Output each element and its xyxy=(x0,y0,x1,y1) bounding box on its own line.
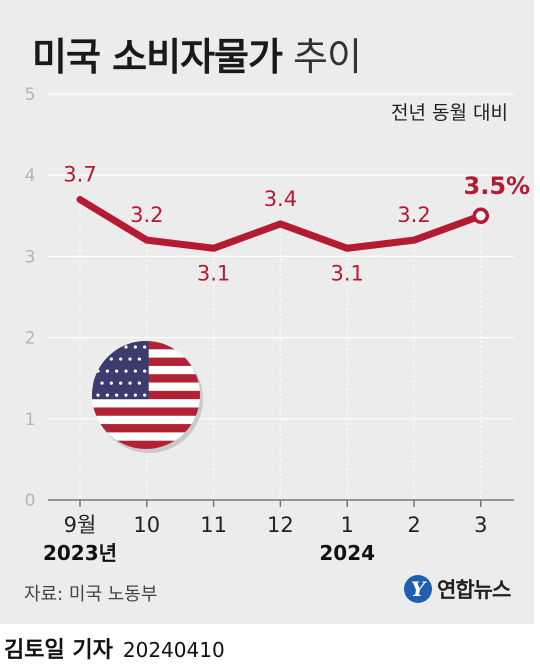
yonhap-logo-text: 연합뉴스 xyxy=(437,578,511,602)
data-label: 3.1 xyxy=(330,261,363,285)
x-tick-label: 11 xyxy=(200,513,227,537)
yonhap-logo-icon: Y xyxy=(404,575,432,603)
x-tick-label: 3 xyxy=(474,513,487,537)
source-note: 자료: 미국 노동부 xyxy=(24,584,158,605)
y-tick-label: 0 xyxy=(25,491,36,511)
yonhap-logo: Y 연합뉴스 xyxy=(404,574,511,604)
author-name: 김토일 기자 xyxy=(4,638,113,663)
y-tick-label: 1 xyxy=(25,410,36,430)
data-label: 3.4 xyxy=(264,187,297,211)
data-label: 3.2 xyxy=(397,203,430,227)
credit-date: 20240410 xyxy=(122,638,225,662)
x-tick-label: 1 xyxy=(341,513,354,537)
y-tick-label: 2 xyxy=(25,329,36,349)
data-label: 3.2 xyxy=(130,203,163,227)
data-label: 3.1 xyxy=(197,261,230,285)
y-tick-label: 5 xyxy=(25,85,36,105)
x-tick-label: 10 xyxy=(133,513,160,537)
y-tick-label: 4 xyxy=(25,166,36,186)
x-tick-label: 2 xyxy=(407,513,420,537)
chart-card: 미국 소비자물가 추이 전년 동월 대비 3.7 3.2 3.1 3.4 3.1 3.2 3… xyxy=(0,0,534,624)
credit-line: 김토일 기자 20240410 xyxy=(4,632,225,664)
data-label: 3.5% xyxy=(464,172,531,200)
x-tick-label: 9월 xyxy=(64,513,97,537)
data-label: 3.7 xyxy=(63,163,96,187)
chart-title: 미국 소비자물가 추이 xyxy=(32,35,362,79)
us-flag-icon xyxy=(92,341,203,453)
year-label: 2023년 xyxy=(43,541,117,565)
data-point-marker xyxy=(472,207,490,225)
series-line xyxy=(76,196,485,252)
year-label: 2024 xyxy=(319,541,375,565)
y-tick-label: 3 xyxy=(25,247,36,267)
chart-subtitle: 전년 동월 대비 xyxy=(391,102,508,124)
x-tick-label: 12 xyxy=(267,513,294,537)
